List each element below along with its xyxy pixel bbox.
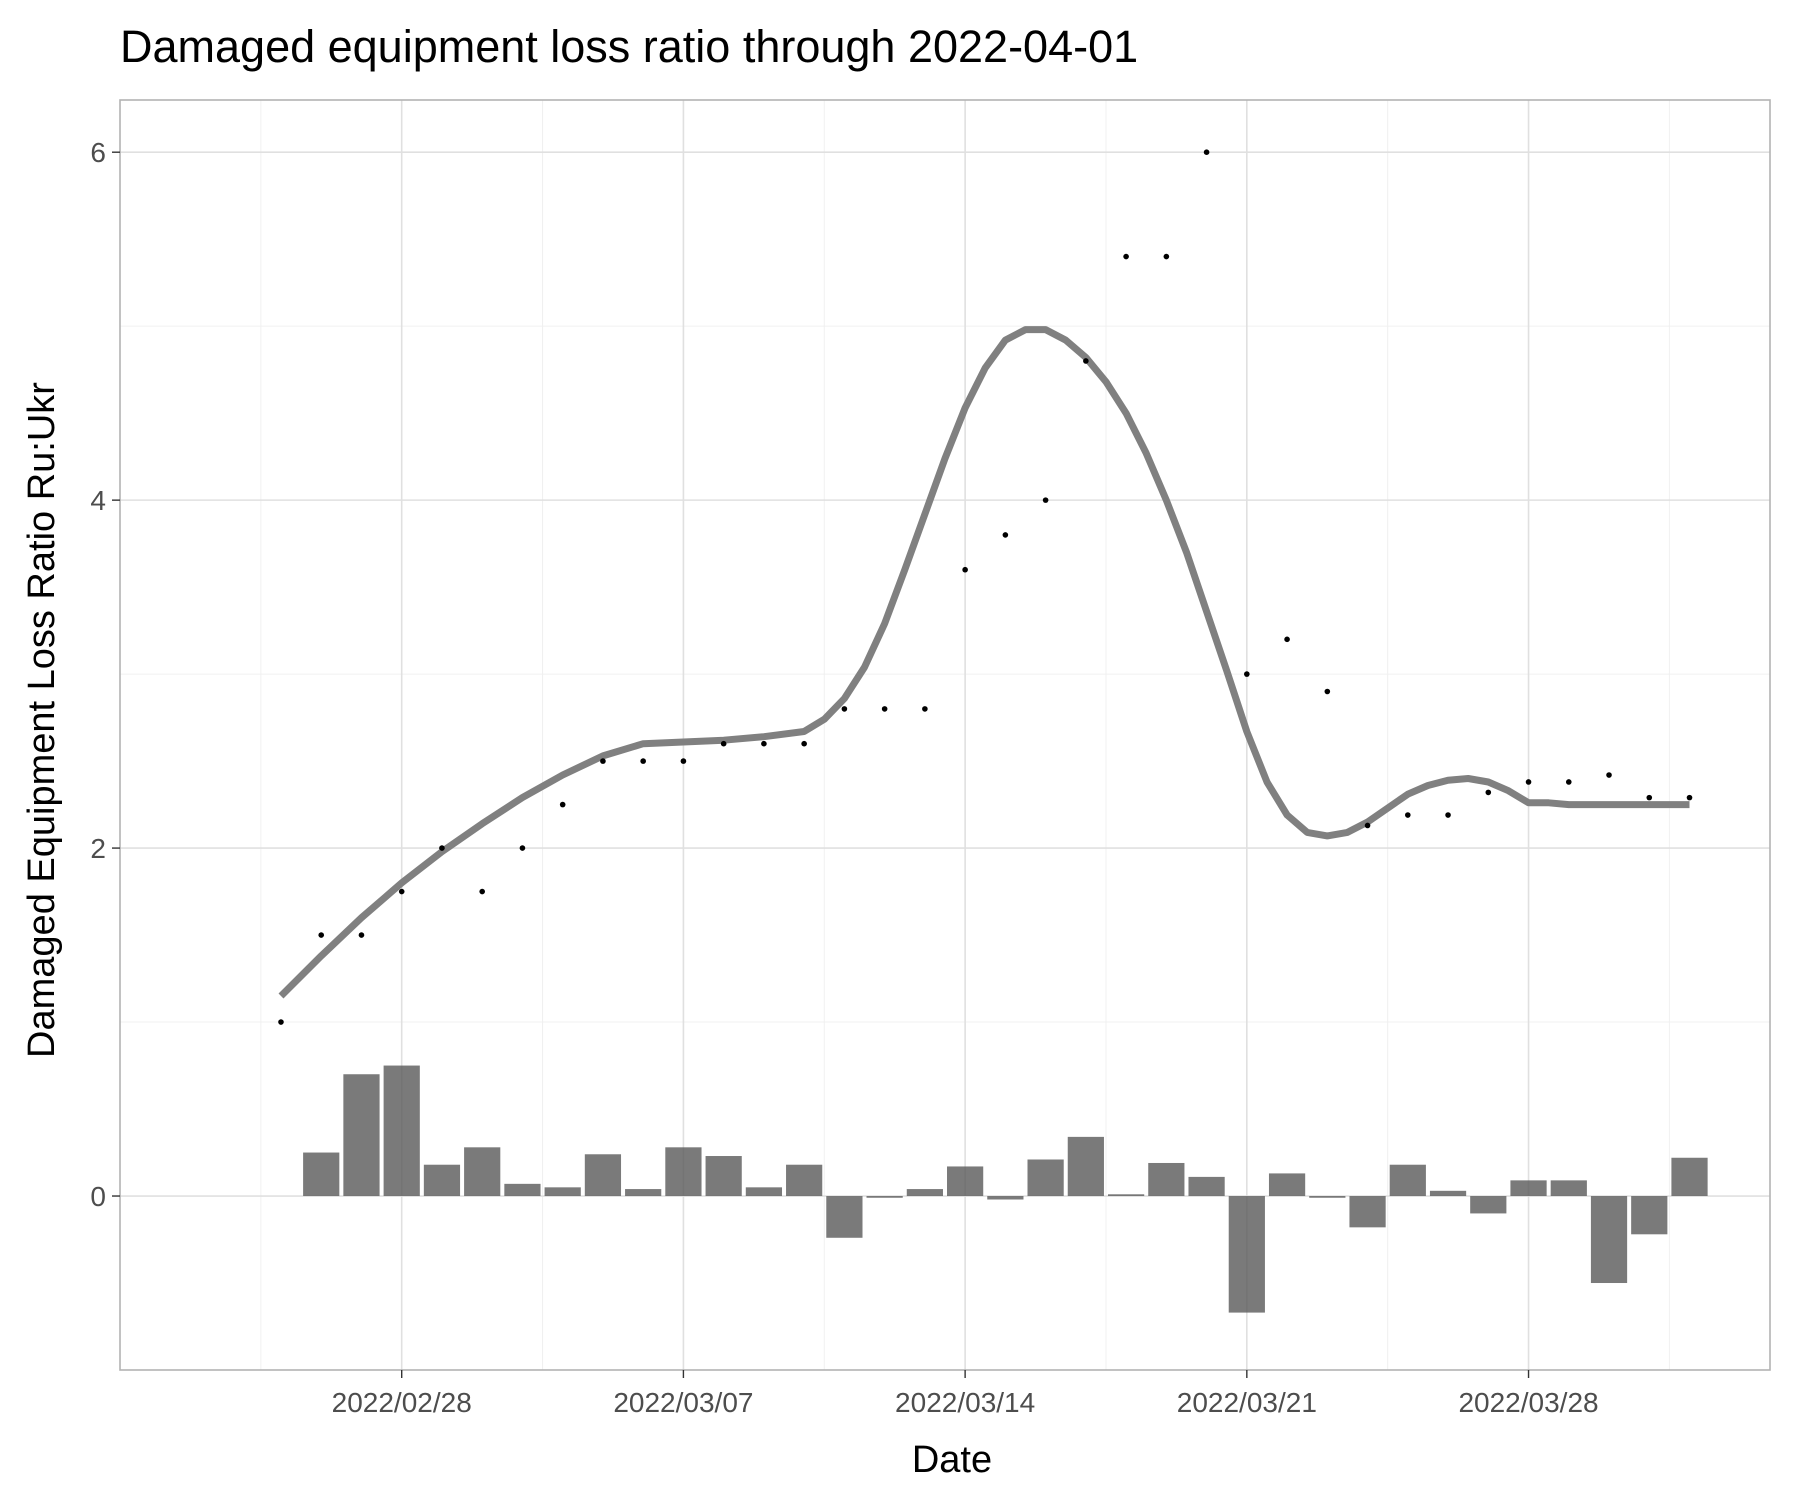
x-axis-title: Date [912,1439,992,1481]
data-point [1083,358,1089,364]
bar [1389,1164,1426,1197]
bar [423,1164,461,1197]
data-point [559,801,566,808]
data-point [1324,688,1331,695]
y-tick-label: 0 [90,1181,106,1212]
bar [826,1196,863,1238]
bar [1550,1180,1587,1197]
data-point [1646,794,1653,801]
bar [786,1164,823,1197]
panel-border [119,99,1771,1371]
data-point [318,932,325,938]
data-point [1606,772,1612,778]
points [278,149,1693,1025]
data-point [1405,812,1411,818]
data-point [278,1019,284,1025]
data-point [1123,253,1129,260]
x-tick-label: 2022/03/21 [1177,1387,1317,1418]
bar [947,1166,984,1197]
data-point [680,758,687,764]
x-axis-ticks: 2022/02/28 2022/03/07 2022/03/14 2022/03/21… [332,1370,1599,1418]
bar [745,1187,783,1197]
data-point [1163,253,1170,260]
data-point [1485,789,1492,796]
data-point [761,740,767,747]
data-point [1445,812,1451,818]
bar [705,1156,742,1197]
bar [1470,1196,1507,1214]
y-axis-title: Damaged Equipment Loss Ratio Ru:Ukr [21,382,63,1058]
bar [1027,1159,1064,1197]
y-tick-label: 6 [90,137,106,168]
data-point [1002,532,1009,538]
bar [1148,1162,1185,1197]
data-point [962,566,968,573]
bar [1268,1173,1306,1197]
bar [504,1183,541,1197]
data-point [801,740,807,747]
y-tick-label: 2 [90,833,106,864]
bar [866,1196,903,1198]
x-tick-label: 2022/03/28 [1458,1387,1598,1418]
data-point [479,888,485,895]
data-point [1364,822,1371,829]
data-point [358,932,365,938]
smooth-line-layer [278,326,1690,999]
data-point [640,758,646,764]
data-point [881,706,888,712]
bar [1309,1196,1346,1198]
bar [625,1189,662,1197]
bar [1590,1196,1628,1284]
bar [1107,1194,1145,1197]
y-tick-label: 4 [90,485,106,516]
x-tick-label: 2022/02/28 [332,1387,472,1418]
bar [464,1147,501,1197]
bar [1349,1196,1386,1228]
data-point [1203,149,1210,155]
data-point [398,888,405,895]
bar [906,1189,943,1197]
bar [383,1065,420,1197]
data-point [720,740,727,747]
x-tick-label: 2022/03/14 [895,1387,1035,1418]
grid-minor [120,100,1770,1370]
bar [1671,1157,1708,1197]
data-point [1565,779,1572,785]
bar [987,1196,1024,1200]
data-point [519,845,526,851]
data-point [1042,497,1049,503]
bar [1510,1180,1547,1197]
y-axis-ticks: 0 2 4 6 [90,137,120,1212]
data-point [1686,794,1693,801]
data-point [922,706,928,712]
bar [343,1074,380,1197]
data-point [1244,671,1250,677]
bar [303,1152,340,1197]
chart-title: Damaged equipment loss ratio through 202… [120,21,1138,72]
bar [665,1147,702,1197]
bar [1188,1176,1225,1197]
data-point [1525,779,1532,785]
smooth-trend-line [278,326,1690,999]
data-point [1284,636,1290,643]
data-point [600,758,606,764]
bar [544,1187,581,1197]
bar [1429,1190,1467,1197]
bar [1631,1196,1668,1235]
bar [1067,1136,1104,1197]
bar [584,1154,622,1197]
bars [303,1065,1708,1313]
data-point [841,706,848,712]
data-point [439,845,445,851]
x-tick-label: 2022/03/07 [613,1387,753,1418]
bar [1228,1196,1265,1313]
